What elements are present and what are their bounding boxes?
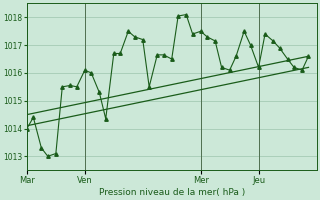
X-axis label: Pression niveau de la mer( hPa ): Pression niveau de la mer( hPa ) xyxy=(99,188,245,197)
